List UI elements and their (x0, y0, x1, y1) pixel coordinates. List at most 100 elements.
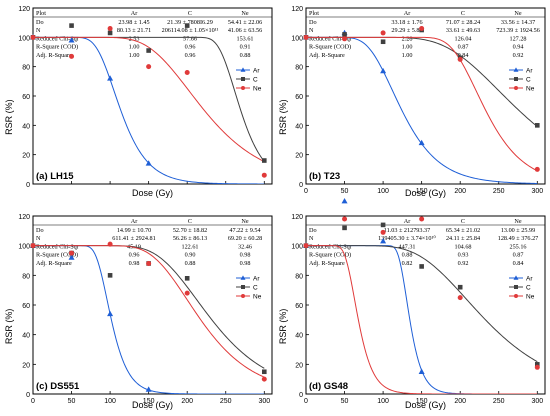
legend-label-c: C (526, 77, 531, 84)
data-point-ne (30, 243, 36, 249)
table-cell: 0.98 (240, 260, 251, 267)
data-point-ne (342, 216, 348, 222)
legend-marker-ne (241, 294, 245, 298)
fit-curve-ne (33, 245, 265, 378)
legend-marker-ar (513, 67, 519, 72)
y-tick-label: 100 (291, 35, 303, 42)
x-tick-label: 300 (531, 188, 543, 195)
table-cell: 723.39 ± 1924.56 (496, 27, 540, 34)
data-point-ne (303, 34, 309, 40)
table-header: Ne (514, 10, 521, 17)
data-point-ne (146, 260, 152, 266)
legend: Ar C Ne (509, 275, 535, 301)
legend-label-ar: Ar (253, 276, 260, 283)
table-cell: 104.68 (454, 243, 471, 250)
x-tick-label: 50 (341, 188, 349, 195)
table-header: Ar (131, 10, 138, 17)
table-cell: 24.11 ± 25.84 (446, 235, 480, 242)
table-cell: 69.20 ± 60.28 (228, 235, 262, 242)
table-cell: 56.26 ± 86.13 (173, 235, 207, 242)
legend-marker-ar (240, 67, 246, 72)
x-tick-label: 250 (493, 398, 505, 405)
table-cell: 0.88 (402, 252, 413, 259)
legend-marker-c (514, 77, 518, 81)
table-cell: 1.00 (129, 52, 140, 59)
table-cell: Adj. R-Square (309, 52, 345, 59)
x-tick-label: 0 (31, 398, 35, 405)
table-cell: Reduced Chi-Sqr (36, 243, 79, 250)
data-point-c (380, 222, 386, 228)
legend-label-ne: Ne (526, 86, 535, 93)
table-cell: 0.82 (402, 260, 413, 267)
y-axis-title: RSR (%) (278, 309, 288, 345)
x-tick-label: 150 (416, 398, 428, 405)
y-tick-label: 60 (295, 303, 303, 310)
panel-label: (b) T23 (309, 171, 340, 182)
y-tick-label: 120 (18, 6, 30, 13)
table-cell: Adj. R-Square (309, 260, 345, 267)
x-tick-label: 50 (68, 398, 76, 405)
data-point-ne (419, 216, 425, 222)
data-point-ne (261, 172, 267, 178)
data-point-ne (69, 250, 75, 256)
table-cell: 14.99 ± 10.70 (117, 227, 151, 234)
data-point-ne (457, 295, 463, 301)
table-cell: Adj. R-Square (36, 52, 72, 59)
legend-label-c: C (253, 285, 258, 292)
panel-1: 0 20 40 60 80 100 120 RSR (%) Dose (Gy) Plot Ar C Ne… (4, 6, 273, 198)
table-cell: 21.39 ± 7808I6.29 (167, 19, 213, 26)
y-tick-label: 20 (295, 362, 303, 369)
y-tick-label: 20 (22, 362, 30, 369)
table-cell: Do (309, 19, 317, 26)
data-point-ar (418, 139, 425, 146)
y-tick-label: 40 (22, 123, 30, 130)
table-cell: 0.98 (129, 260, 140, 267)
x-tick-label: 150 (143, 398, 155, 405)
data-point-ar (68, 254, 75, 260)
y-tick-label: 40 (295, 123, 303, 130)
y-tick-label: 40 (295, 333, 303, 340)
panel-label: (c) DS551 (36, 381, 80, 392)
data-point-c (419, 264, 424, 269)
x-tick-label: 100 (104, 398, 116, 405)
y-tick-label: 40 (22, 333, 30, 340)
table-cell: 0.94 (513, 44, 524, 51)
data-point-c (184, 23, 190, 28)
table-cell: 13.00 ± 25.99 (501, 227, 535, 234)
data-point-c (342, 32, 347, 37)
data-point-ne (69, 53, 75, 59)
table-header: Ar (131, 218, 138, 225)
table-cell: 1.00 (129, 44, 140, 51)
data-point-ne (107, 26, 113, 32)
panel-2: 0 20 40 60 80 100 120 0 50 100 150 200 250 300 RSR (%)… (278, 6, 546, 198)
table-cell: Do (36, 227, 44, 234)
table-cell: R-Square (COD) (309, 252, 351, 259)
table-cell: 71.07 ± 28.24 (446, 19, 480, 26)
table-cell: 32.46 (238, 243, 252, 250)
data-point-ne (534, 166, 540, 172)
data-point-ne (30, 34, 36, 40)
legend: Ar C Ne (509, 67, 535, 93)
data-point-ne (419, 26, 425, 32)
table-cell: 33.56 ± 14.37 (501, 19, 535, 26)
legend-marker-ar (240, 275, 246, 280)
table-cell: 0.93 (458, 252, 469, 259)
plot-frame (32, 215, 273, 395)
y-tick-label: 80 (295, 65, 303, 72)
data-point-c (380, 39, 386, 45)
data-point-c (534, 362, 540, 367)
y-tick-label: 0 (299, 392, 303, 399)
fit-table: Plot Ar C Ne Do 23.98 ± 1.45 21.39 ± 7808I6.29… (33, 10, 272, 59)
data-point-ne (146, 64, 152, 70)
data-point-ne (457, 56, 463, 62)
y-tick-label: 80 (22, 273, 30, 280)
x-tick-label: 200 (181, 398, 193, 405)
y-tick-label: 120 (18, 214, 30, 221)
data-point-c (184, 276, 190, 281)
table-cell: 65.34 ± 21.02 (446, 227, 480, 234)
x-tick-label: 100 (377, 398, 389, 405)
table-header: C (188, 10, 192, 17)
x-tick-label: 0 (304, 398, 308, 405)
y-axis-title: RSR (%) (4, 99, 14, 135)
table-cell: 0.84 (458, 52, 469, 59)
